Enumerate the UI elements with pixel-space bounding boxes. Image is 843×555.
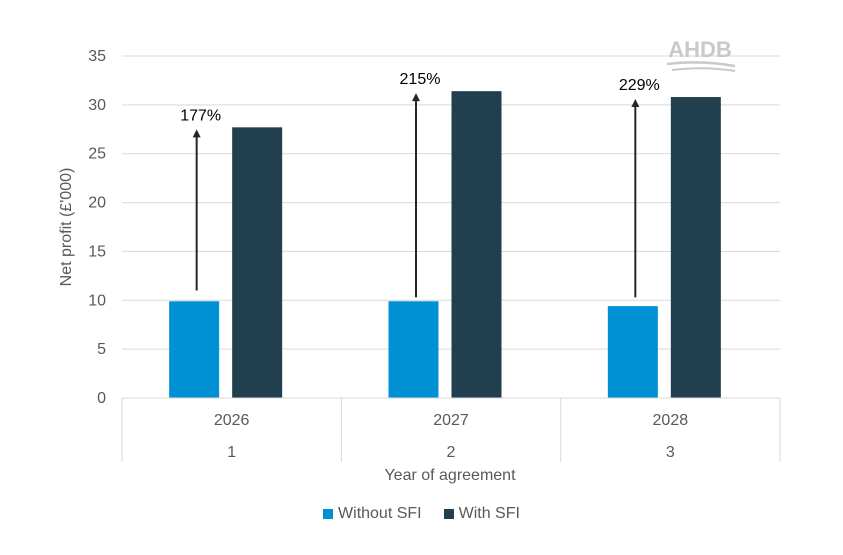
y-tick-label: 25 [88,146,106,163]
y-tick-label: 30 [88,97,106,114]
arrowhead-icon [192,129,201,138]
x-tick-label-agreement: 1 [227,444,236,461]
legend-label: Without SFI [338,505,422,522]
legend-swatch [323,509,334,519]
logo-swoosh-2 [671,67,736,72]
arrowhead-icon [631,99,640,108]
logo-swoosh [666,61,736,68]
increase-label: 177% [180,107,221,124]
bar-without-sfi [388,301,439,398]
x-tick-label: 2028 [653,412,689,429]
legend: Without SFI With SFI [0,505,843,523]
y-tick-label: 15 [88,243,106,260]
y-tick-label: 10 [88,292,106,309]
y-axis-ticks: 0 5 10 15 20 25 30 35 [88,48,106,407]
increase-label: 229% [619,77,660,94]
x-axis-title: Year of agreement [384,467,516,484]
bar-without-sfi [169,301,220,398]
y-tick-label: 20 [88,195,106,212]
x-tick-label: 2026 [214,412,250,429]
legend-item: With SFI [443,505,520,523]
logo-text: AHDB [668,37,732,62]
annotations: 177% 215% 229% [180,71,660,298]
x-axis: 2026 1 2027 2 2028 3 [121,397,781,462]
bar-with-sfi [232,127,283,399]
increase-label: 215% [400,71,441,88]
legend-swatch [443,509,454,519]
bar-without-sfi [607,306,658,398]
bar-with-sfi [670,97,721,398]
grid [122,55,780,350]
y-tick-label: 35 [88,48,106,65]
ahdb-logo: AHDB [666,37,736,72]
x-tick-label: 2027 [433,412,469,429]
arrowhead-icon [412,93,420,102]
y-tick-label: 5 [97,341,106,358]
bar-with-sfi [451,91,502,399]
x-tick-label-agreement: 3 [666,444,675,461]
x-tick-label-agreement: 2 [447,444,456,461]
y-tick-label: 0 [97,390,106,407]
y-axis-title: Net profit (£'000) [58,168,75,287]
legend-item: Without SFI [323,505,422,523]
legend-label: With SFI [458,505,520,522]
bars [169,91,721,399]
